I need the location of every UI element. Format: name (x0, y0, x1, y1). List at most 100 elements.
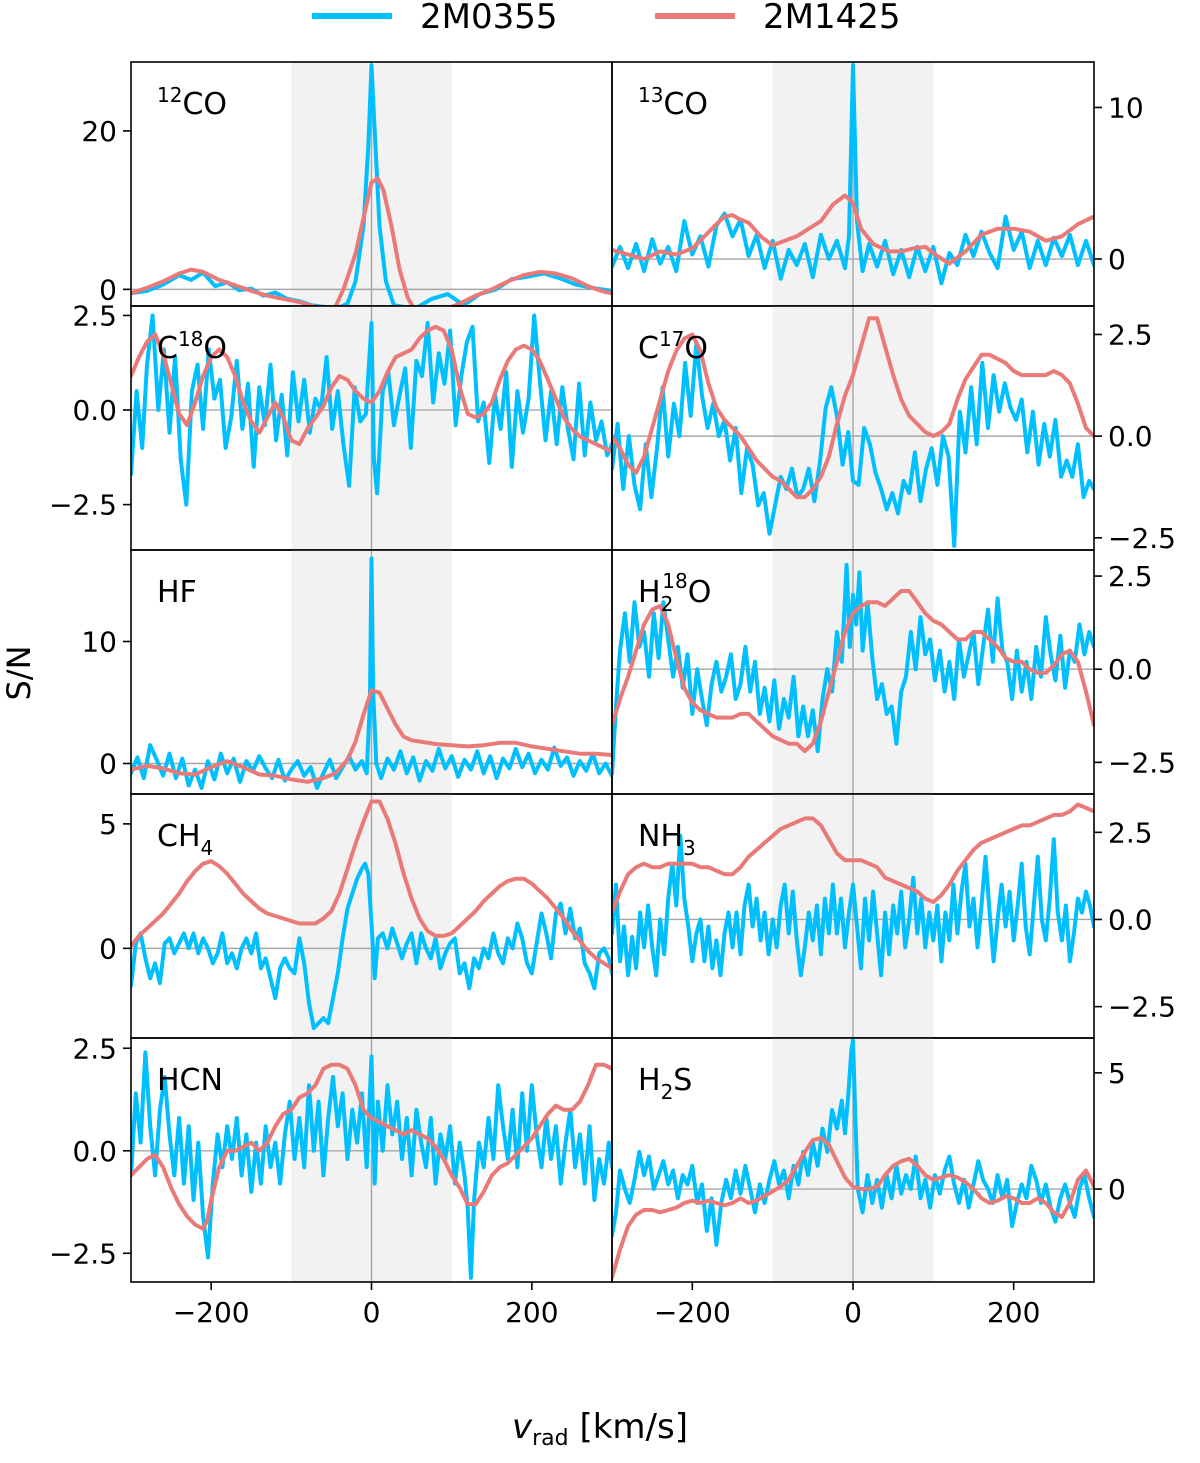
label-prefix: H (638, 575, 661, 610)
series-line-2m0355-h2s (612, 1038, 1094, 1247)
label-subscript: 4 (201, 836, 214, 860)
label-main: S (673, 1063, 692, 1098)
series-line-2m0355-c17o (612, 340, 1094, 548)
label-subscript: 3 (683, 836, 696, 860)
panel-hf: 0 10 HF (81, 549, 613, 795)
series-line-2m1425-12co (131, 176, 612, 306)
panel-label-ch4: CH4 (157, 819, 213, 860)
series-line-2m0355-hf (131, 556, 612, 790)
panel-series (131, 556, 612, 790)
panel-label-12co: 12CO (157, 83, 227, 122)
x-axis-label-unit: [km/s] (569, 1407, 688, 1447)
series-line-2m1425-hf (131, 688, 612, 784)
label-main: CH (157, 819, 201, 854)
label-prefix: C (157, 331, 178, 366)
label-superscript: 13 (638, 83, 663, 107)
y-tick-label: 5 (1108, 1057, 1126, 1090)
panel-series (612, 316, 1094, 548)
label-superscript: 18 (178, 327, 203, 351)
y-tick-label: 0.0 (1108, 420, 1153, 453)
series-line-2m0355-hcn (131, 1050, 612, 1280)
y-tick-label: 0.0 (1108, 903, 1153, 936)
label-subscript: 2 (661, 592, 674, 616)
y-tick-label: 10 (81, 626, 117, 659)
y-tick-label: 0 (99, 748, 117, 781)
panel-series (131, 799, 612, 1030)
legend-label-2m1425: 2M1425 (763, 0, 901, 37)
x-tick-label: 200 (987, 1296, 1040, 1329)
y-tick-label: 0 (99, 273, 117, 306)
series-line-2m1425-hcn (131, 1062, 612, 1231)
y-tick-label: 0 (1108, 243, 1126, 276)
series-line-2m1425-c18o (131, 324, 612, 454)
panel-nh3: −2.5 0.0 2.5 NH3 (611, 793, 1176, 1039)
panel-c18o: −2.5 0.0 2.5 C18O (49, 299, 613, 551)
label-prefix: C (638, 331, 659, 366)
x-axis-label: vrad [km/s] (512, 1407, 688, 1451)
panel-hcn: −2.5 0.0 2.5 HCN (49, 1032, 613, 1283)
y-tick-label: −2.5 (1108, 522, 1176, 555)
panel-series (131, 1050, 612, 1280)
panel-c17o: −2.5 0.0 2.5 C17O (611, 305, 1176, 555)
series-line-2m0355-ch4 (131, 861, 612, 1030)
panel-label-c18o: C18O (157, 327, 227, 366)
series-line-2m0355-c18o (131, 313, 612, 507)
panel-h218o: −2.5 0.0 2.5 H218O (611, 549, 1176, 795)
label-superscript: 17 (659, 327, 684, 351)
panel-label-c17o: C17O (638, 327, 708, 366)
panel-label-hf: HF (157, 575, 197, 610)
y-tick-label: −2.5 (1108, 991, 1176, 1024)
panel-ch4: 0 5 CH4 (99, 793, 613, 1039)
panel-label-h218o: H218O (638, 569, 711, 616)
y-tick-label: 2.5 (72, 299, 117, 332)
y-tick-label: 0.0 (72, 1135, 117, 1168)
label-main: CO (663, 87, 708, 122)
x-tick-label: 200 (505, 1296, 558, 1329)
y-tick-label: −2.5 (1108, 746, 1176, 779)
series-line-2m1425-h218o (612, 589, 1094, 754)
x-tick-label: 0 (363, 1296, 381, 1329)
x-axis-label-var: v (512, 1407, 533, 1447)
label-main: O (203, 331, 227, 366)
y-tick-label: 2.5 (1108, 318, 1153, 351)
panel-label-nh3: NH3 (638, 819, 696, 860)
panel-12co: 0 20 12CO (81, 61, 613, 307)
label-main: HCN (157, 1063, 223, 1098)
panel-13co: 0 10 13CO (611, 61, 1144, 307)
y-tick-label: 0.0 (1108, 653, 1153, 686)
legend-label-2m0355: 2M0355 (420, 0, 558, 37)
label-superscript: 18 (662, 569, 687, 593)
panel-series (612, 63, 1094, 286)
panel-label-13co: 13CO (638, 83, 708, 122)
panel-series (131, 313, 612, 507)
legend: 2M0355 2M1425 (312, 0, 901, 37)
label-main: NH (638, 819, 683, 854)
panel-series (612, 802, 1094, 978)
panel-series (612, 1038, 1094, 1280)
y-tick-label: 0 (1108, 1173, 1126, 1206)
panel-label-hcn: HCN (157, 1063, 223, 1098)
series-line-2m0355-h218o (612, 562, 1094, 776)
label-main: CO (182, 87, 227, 122)
y-tick-label: 2.5 (72, 1032, 117, 1065)
panel-h2s: 0 5 H2S (611, 1037, 1126, 1283)
label-main: O (688, 575, 712, 610)
series-line-2m1425-13co (612, 193, 1094, 266)
y-tick-label: 0 (99, 932, 117, 965)
y-tick-label: 10 (1108, 91, 1144, 124)
y-tick-label: 2.5 (1108, 560, 1153, 593)
y-tick-label: 0.0 (72, 394, 117, 427)
x-axis: −200 0 200 −200 0 200 (173, 1282, 1040, 1329)
series-line-2m0355-nh3 (612, 833, 1094, 978)
label-superscript: 12 (157, 83, 182, 107)
series-line-2m1425-nh3 (612, 802, 1094, 915)
y-tick-label: 20 (81, 115, 117, 148)
x-tick-label: −200 (173, 1296, 250, 1329)
x-tick-label: −200 (654, 1296, 731, 1329)
series-line-2m1425-ch4 (131, 799, 612, 971)
label-subscript: 2 (661, 1080, 674, 1104)
y-axis-label: S/N (0, 645, 38, 700)
panel-grid: 02012CO01013CO−2.50.02.5C18O−2.50.02.5C1… (49, 61, 1176, 1283)
y-tick-label: 2.5 (1108, 816, 1153, 849)
